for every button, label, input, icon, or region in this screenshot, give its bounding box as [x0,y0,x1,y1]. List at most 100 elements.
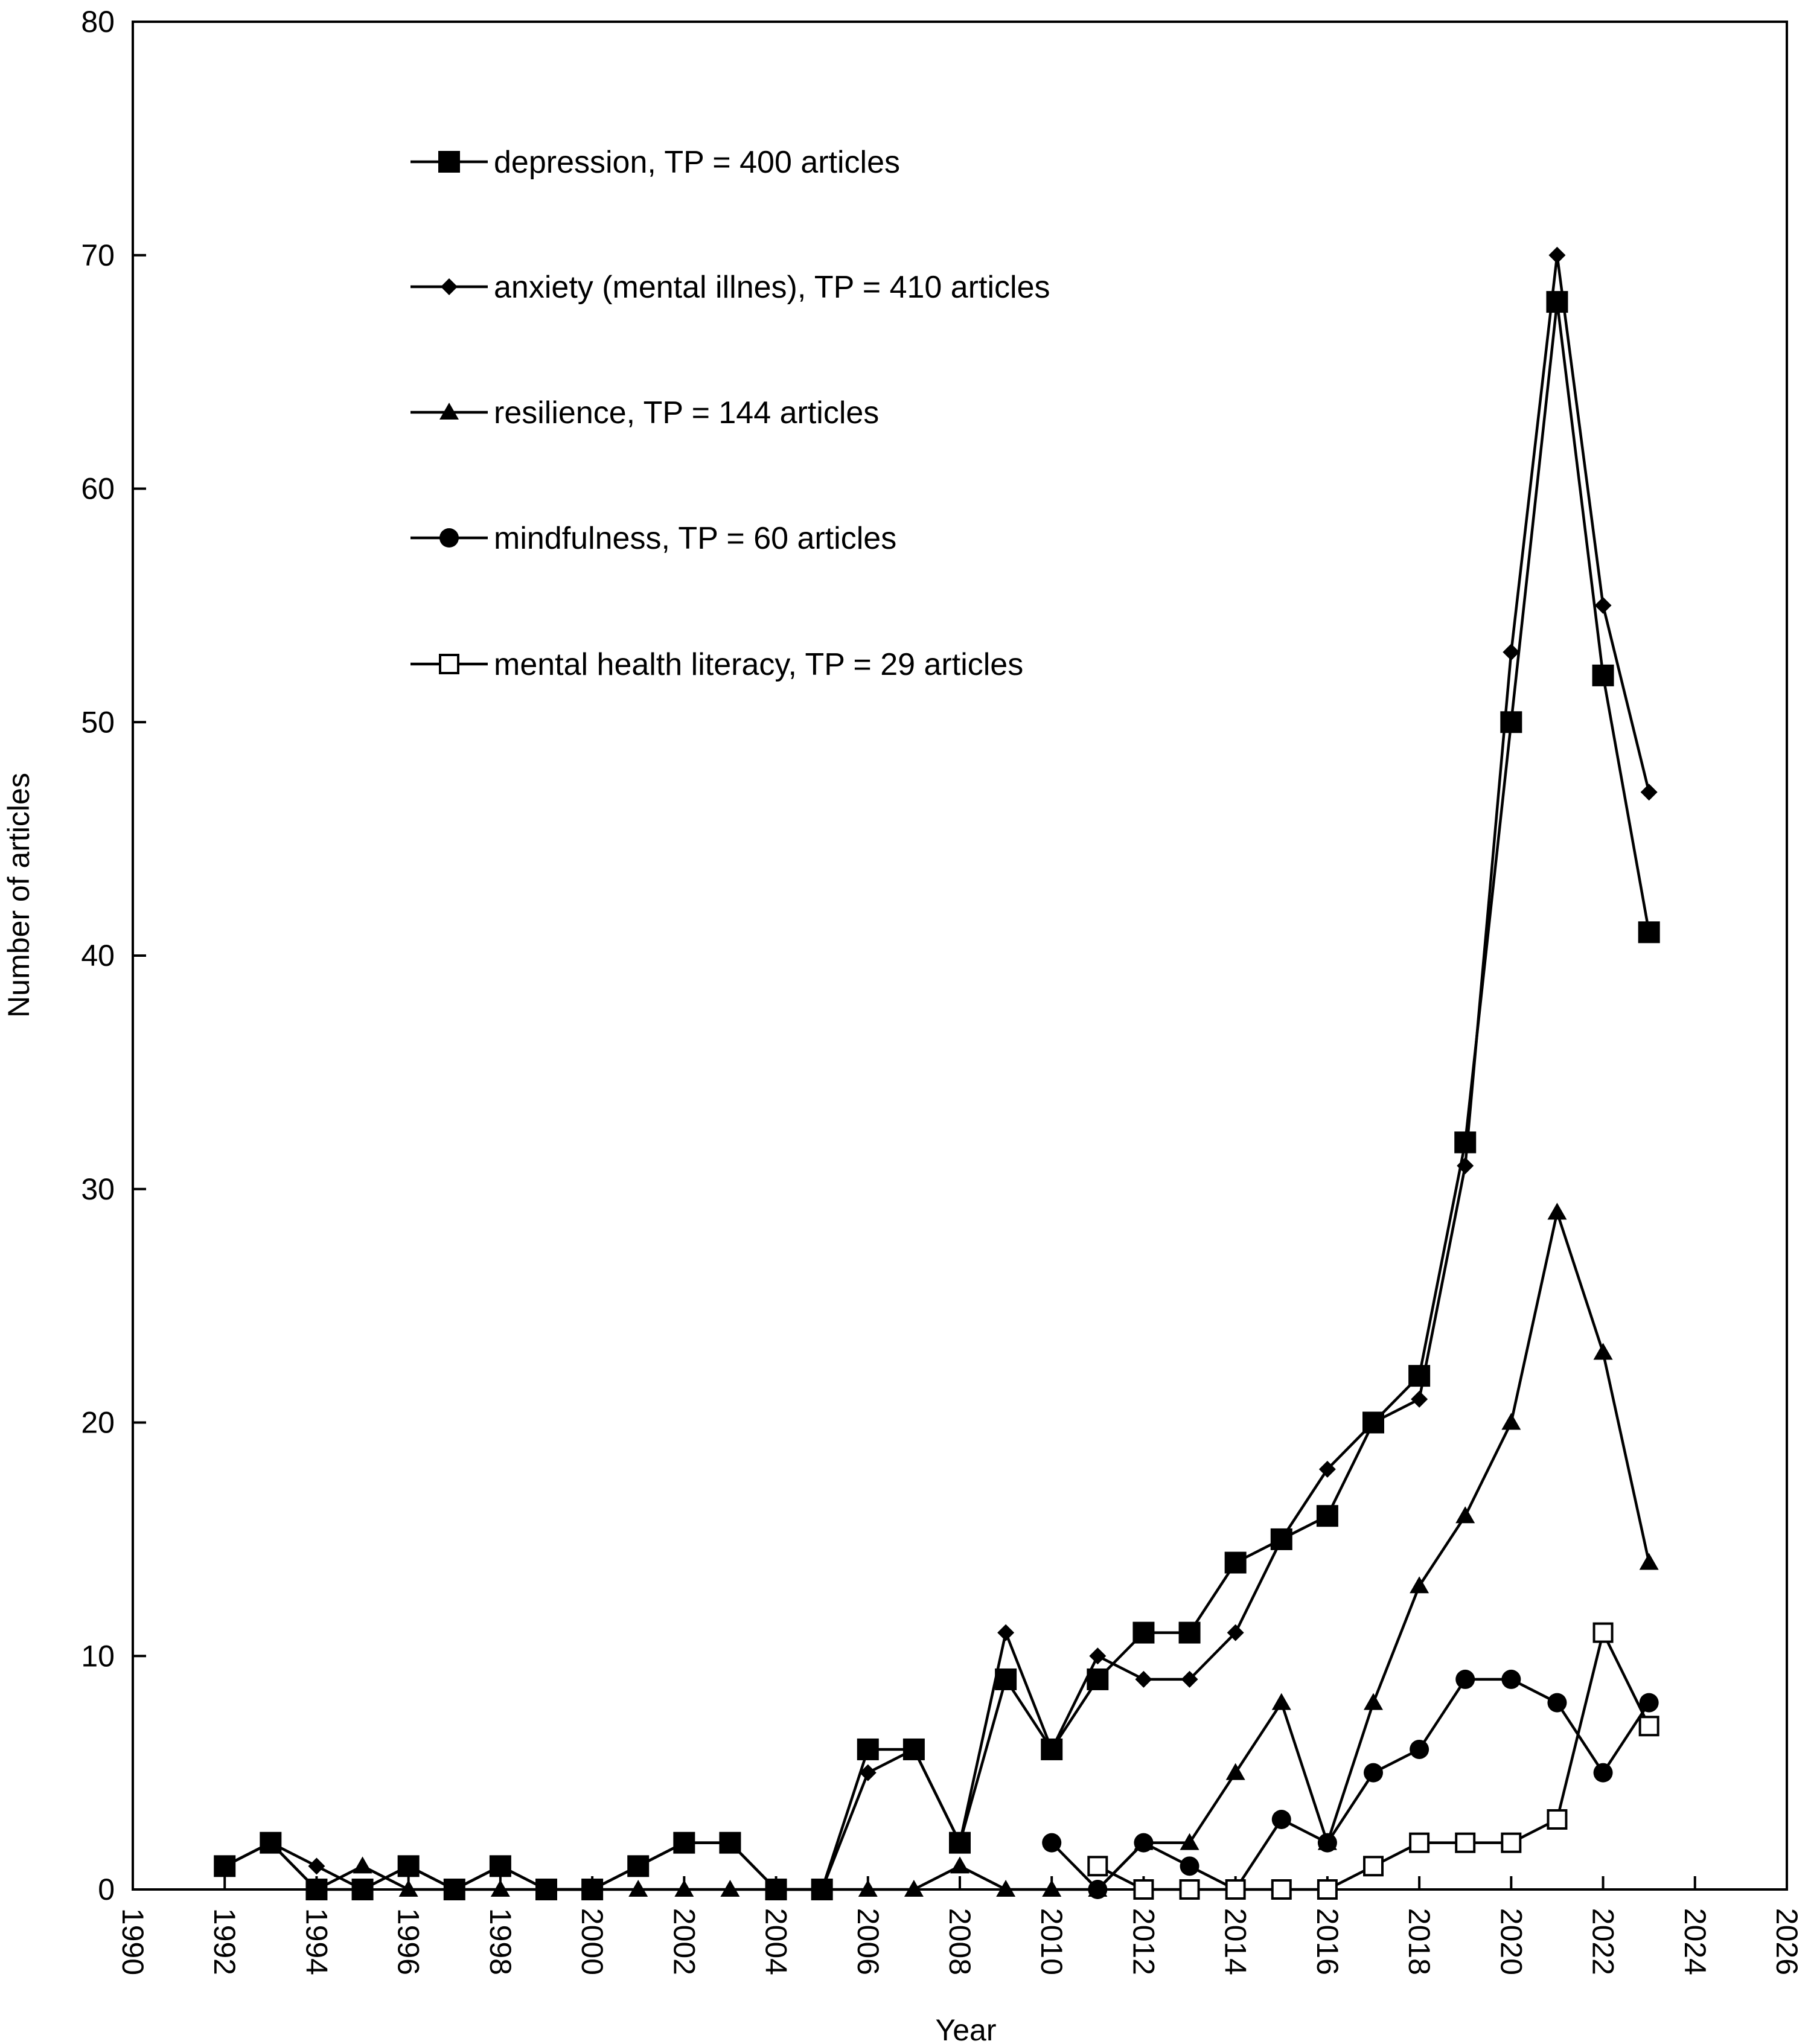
data-point-s0-1994 [305,1879,328,1900]
data-point-s4-2022 [1592,1622,1614,1643]
y-tick-label: 80 [81,5,115,39]
data-point-s1-2018 [1411,1390,1428,1408]
data-point-s4-2017 [1363,1856,1384,1877]
data-point-s0-2010 [1041,1738,1063,1760]
x-tick-label: 2020 [1494,1908,1528,1975]
data-point-s0-1999 [535,1879,557,1900]
x-tick-label: 1994 [299,1908,333,1975]
x-tick-label: 2022 [1586,1908,1620,1975]
data-point-s0-2011 [1087,1668,1109,1690]
x-tick-label: 1992 [208,1908,241,1975]
data-point-s4-2018 [1409,1832,1430,1853]
data-point-s0-2017 [1362,1411,1384,1434]
legend-label-0: depression, TP = 400 articles [494,145,900,180]
data-point-s0-2006 [857,1738,879,1760]
data-point-s1-2020 [1503,644,1520,661]
data-point-s1-2006 [859,1764,877,1781]
data-point-s0-2019 [1454,1131,1477,1154]
x-tick-label: 2024 [1678,1908,1712,1975]
data-point-s4-2011 [1087,1856,1108,1877]
legend-marker-0 [438,151,460,173]
data-point-s4-2013 [1179,1879,1200,1900]
data-point-s0-2013 [1178,1621,1201,1644]
data-point-s0-2012 [1132,1621,1155,1644]
data-point-s1-2014 [1227,1624,1244,1641]
data-point-s0-1998 [489,1855,511,1877]
data-point-s2-2002 [674,1880,694,1897]
data-point-s2-2022 [1593,1343,1613,1360]
data-point-s2-2014 [1225,1763,1245,1780]
series-markers [214,246,1660,1900]
data-point-s0-2001 [627,1855,650,1877]
data-point-s2-2023 [1639,1553,1659,1570]
data-point-s3-2012 [1134,1833,1154,1853]
y-tick-label: 20 [81,1406,115,1440]
data-point-s3-2016 [1317,1833,1337,1853]
data-point-s0-2005 [811,1879,833,1900]
data-point-s2-2020 [1501,1413,1521,1430]
x-tick-label: 2012 [1126,1908,1160,1975]
data-point-s0-2003 [719,1832,741,1854]
data-point-s3-2017 [1364,1763,1383,1783]
data-point-s2-2001 [628,1880,648,1897]
data-point-s3-2018 [1410,1739,1429,1759]
data-point-s3-2013 [1180,1856,1199,1876]
data-point-s3-2019 [1455,1669,1475,1689]
data-point-s0-1992 [214,1855,236,1877]
data-point-s2-2009 [996,1880,1016,1897]
legend-label-1: anxiety (mental illnes), TP = 410 articl… [494,270,1050,305]
legend-marker-3 [439,528,459,548]
data-point-s1-2011 [1089,1647,1107,1665]
axes: 0 10 20 30 40 50 60 70 80 1990 1992 1994 1996 1998 200… [81,5,1804,1975]
data-point-s0-2008 [949,1832,971,1854]
data-point-s2-2021 [1547,1202,1567,1220]
x-tick-label: 1990 [116,1908,150,1975]
data-point-s0-1996 [397,1855,420,1877]
data-point-s2-2003 [720,1880,740,1897]
data-point-s1-2013 [1181,1670,1198,1688]
data-point-s3-2022 [1593,1763,1613,1783]
legend: depression, TP = 400 articles anxiety (me… [410,145,1050,682]
legend-marker-2 [439,403,459,420]
legend-label-2: resilience, TP = 144 articles [494,395,879,430]
x-tick-label: 2014 [1219,1908,1253,1975]
series-line-0 [224,301,1650,1891]
data-point-s4-2021 [1547,1809,1568,1830]
legend-label-3: mindfulness, TP = 60 articles [494,521,896,556]
series-line-4 [1097,1629,1650,1891]
data-point-s4-2016 [1317,1879,1338,1900]
legend-marker-1 [441,278,458,295]
data-point-s0-2015 [1270,1528,1292,1550]
x-tick-label: 1996 [392,1908,426,1975]
data-point-s2-1995 [353,1856,372,1874]
y-tick-label: 40 [81,939,115,972]
series-line-1 [224,255,1650,1891]
data-point-s0-2002 [673,1832,695,1854]
x-tick-label: 2006 [851,1908,885,1975]
data-point-s0-2020 [1500,711,1522,733]
data-point-s2-2010 [1042,1880,1062,1897]
data-point-s0-1997 [443,1879,465,1900]
data-point-s2-2018 [1410,1576,1429,1594]
data-point-s3-2015 [1271,1809,1291,1829]
data-point-s2-2015 [1271,1693,1291,1710]
data-point-s1-2022 [1594,596,1612,614]
data-point-s0-2014 [1224,1551,1247,1574]
x-axis-title: Year [935,2013,996,2044]
data-point-s1-2016 [1318,1460,1336,1478]
data-point-s3-2020 [1501,1669,1521,1689]
data-point-s2-2013 [1180,1833,1199,1850]
data-point-s2-2019 [1455,1506,1475,1524]
data-point-s4-2015 [1271,1879,1292,1900]
y-tick-label: 70 [81,238,115,272]
y-axis-title: Number of articles [2,773,36,1018]
data-point-s3-2010 [1042,1833,1062,1853]
x-tick-label: 2004 [759,1908,793,1975]
data-point-s4-2023 [1638,1716,1659,1737]
data-point-s1-2023 [1640,784,1658,801]
y-tick-label: 60 [81,472,115,506]
data-point-s4-2012 [1133,1879,1154,1900]
x-tick-label: 2026 [1770,1908,1804,1975]
